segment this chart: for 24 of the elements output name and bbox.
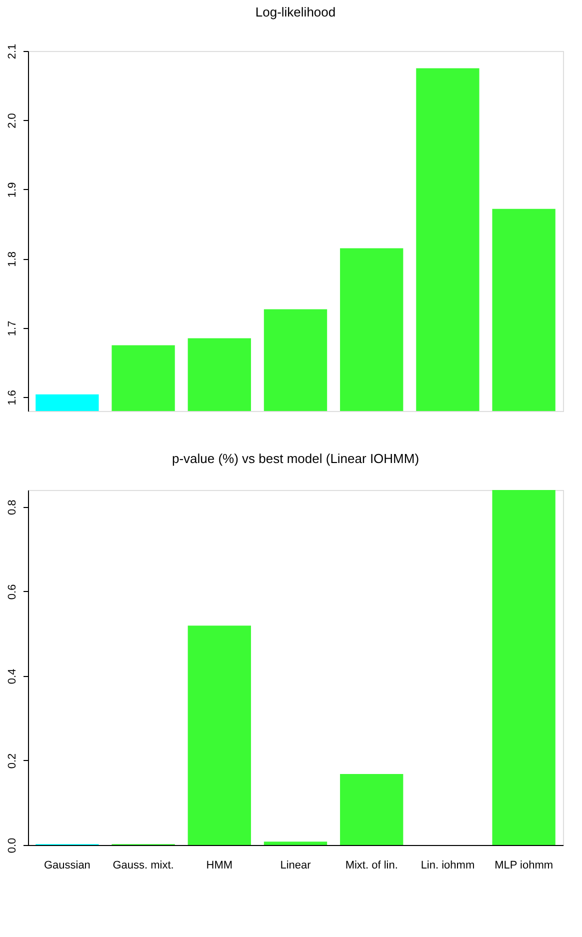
bar — [492, 490, 556, 845]
y-tick-label: 1.9 — [6, 182, 18, 198]
y-tick-label: 1.8 — [6, 252, 18, 267]
y-tick-label: 0.6 — [6, 584, 18, 600]
x-tick-label: HMM — [206, 860, 233, 872]
chart-title: p-value (%) vs best model (Linear IOHMM) — [172, 451, 420, 466]
y-tick-label: 2.1 — [6, 44, 18, 60]
chart-title: Log-likelihood — [255, 4, 336, 20]
bar — [188, 626, 251, 845]
y-tick-label: 0.4 — [6, 668, 18, 684]
x-tick-label: Gauss. mixt. — [112, 860, 174, 872]
x-tick-label: Gaussian — [44, 860, 90, 872]
x-tick-label: MLP iohmm — [494, 860, 554, 872]
y-tick-label: 1.7 — [6, 320, 18, 336]
bar — [264, 842, 328, 845]
y-tick-label: 0.0 — [6, 838, 18, 854]
x-tick-label: Lin. iohmm — [420, 860, 475, 872]
bar — [340, 774, 404, 845]
y-tick-label: 1.6 — [6, 390, 18, 406]
x-tick-label: Mixt. of lin. — [345, 860, 398, 872]
x-tick-label: Linear — [280, 860, 312, 872]
y-tick-label: 0.2 — [6, 753, 18, 769]
y-tick-label: 2.0 — [6, 113, 18, 128]
y-tick-label: 0.8 — [6, 500, 18, 516]
